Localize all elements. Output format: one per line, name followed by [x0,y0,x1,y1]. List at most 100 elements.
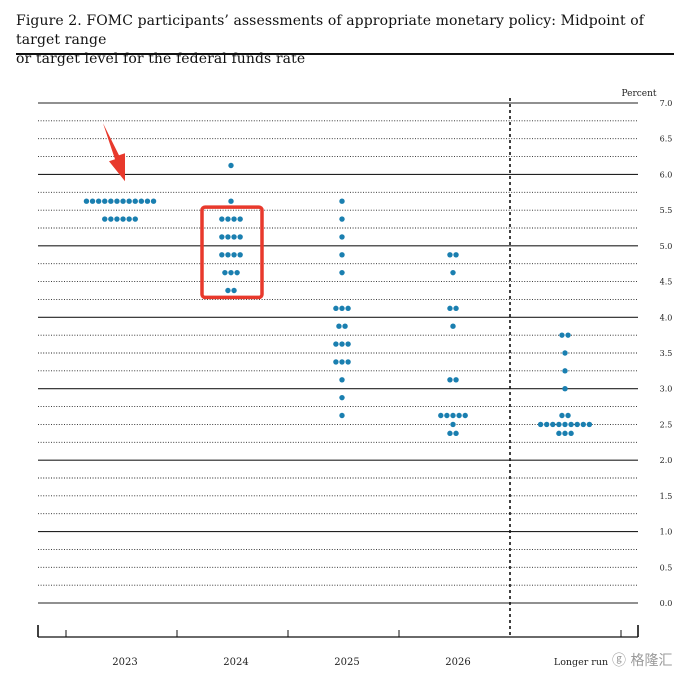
dot [102,198,108,204]
dot [339,198,345,204]
dot [450,412,456,419]
y-tick-label: 6.5 [660,135,673,144]
y-tick-label: 4.0 [660,313,673,322]
dot [342,323,348,329]
dot [126,198,132,204]
dot [89,198,96,204]
unit-label: Percent [621,89,656,99]
dot [219,216,225,222]
dot [453,305,459,312]
dot [114,216,120,222]
dot [83,198,90,204]
dot [219,234,225,240]
dot [231,287,237,294]
dot [222,269,228,276]
dot [231,234,237,240]
dot [574,421,580,428]
dot [144,198,151,204]
dot [438,412,444,419]
dot [339,341,345,347]
dot [580,421,586,428]
dot [550,421,556,428]
dot [453,377,459,383]
dot [447,305,453,312]
dot [339,377,345,383]
dot [132,216,138,222]
dot [339,394,345,401]
y-tick-label: 3.5 [660,349,673,358]
x-tick-label: Longer run [554,657,608,668]
dot [562,421,568,428]
dot [237,234,243,240]
dot [450,269,456,276]
dot [345,305,351,312]
dot [225,252,231,258]
dot [339,359,345,365]
dot [237,216,243,222]
watermark-logo-icon: ⓖ [612,653,626,669]
dot [228,162,234,169]
dot [462,412,468,419]
dot [150,198,157,204]
dot [108,198,114,204]
figure-title-line-2: or target level for the federal funds ra… [16,51,306,67]
dot [568,430,574,437]
y-tick-label: 2.5 [660,420,673,429]
dot [345,359,351,365]
dot [138,198,145,204]
dot [444,412,450,419]
dot [556,421,562,428]
dot [450,323,456,329]
x-tick-label: 2024 [223,657,248,668]
y-tick-label: 0.5 [660,563,673,572]
dot [565,412,571,419]
dot [453,430,459,437]
dot [450,421,456,428]
dot [537,421,544,428]
dot [225,287,231,294]
dot [565,332,571,338]
dot [333,305,339,312]
dot [586,421,593,428]
dot [559,332,565,338]
dot [228,198,234,204]
dot [562,430,568,437]
dot [339,252,345,258]
y-tick-label: 1.0 [660,528,673,537]
dot [114,198,120,204]
x-tick-label: 2026 [445,657,470,668]
dot [333,359,339,365]
dot [225,234,231,240]
dot [231,252,237,258]
y-tick-label: 7.0 [660,99,673,108]
dot [225,216,231,222]
dot [447,252,453,258]
dot [102,216,108,222]
dot [234,269,240,276]
dot [108,216,114,222]
y-tick-label: 5.0 [660,242,673,251]
dot [132,198,138,204]
dot [120,198,126,204]
dot [447,430,453,437]
dot [126,216,132,222]
dot [556,430,562,437]
y-tick-label: 6.0 [660,170,673,179]
y-tick-label: 5.5 [660,206,673,215]
y-tick-label: 4.5 [660,278,673,287]
dot [456,412,462,419]
figure-title-line-1: Figure 2. FOMC participants’ assessments… [16,13,645,48]
annotation-box [200,205,264,300]
figure-title: Figure 2. FOMC participants’ assessments… [16,12,676,69]
dot [339,234,345,240]
y-tick-label: 3.0 [660,385,673,394]
dot [219,252,225,258]
x-tick-label: 2025 [334,657,359,668]
y-tick-label: 0.0 [660,599,673,608]
x-tick-label: 2023 [112,657,137,668]
dot [228,269,234,276]
dot [562,368,568,374]
dot [231,216,237,222]
dot [336,323,342,329]
